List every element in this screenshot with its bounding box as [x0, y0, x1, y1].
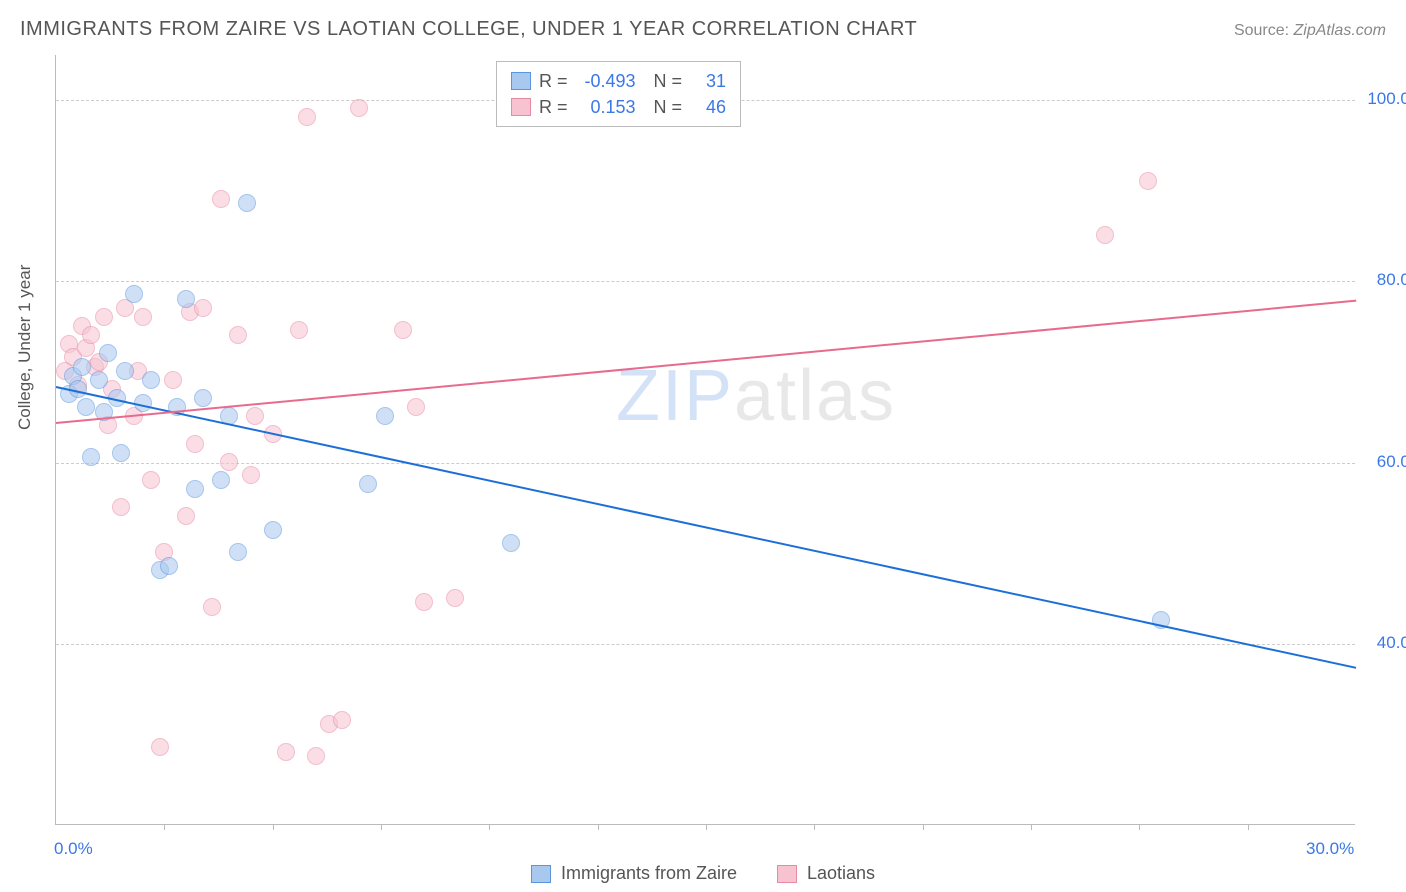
- xtick: [489, 824, 490, 830]
- xtick-label-end: 30.0%: [1306, 839, 1354, 859]
- gridline-h: [56, 644, 1355, 645]
- legend-label-laotians: Laotians: [807, 863, 875, 884]
- data-point: [277, 743, 295, 761]
- stats-legend: R = -0.493 N = 31 R = 0.153 N = 46: [496, 61, 741, 127]
- swatch-laotians: [777, 865, 797, 883]
- gridline-h: [56, 463, 1355, 464]
- data-point: [229, 543, 247, 561]
- legend-item-zaire: Immigrants from Zaire: [531, 863, 737, 884]
- watermark-atlas: atlas: [734, 356, 896, 436]
- data-point: [246, 407, 264, 425]
- stat-n-label: N =: [654, 97, 683, 118]
- data-point: [1139, 172, 1157, 190]
- xtick: [1139, 824, 1140, 830]
- data-point: [177, 507, 195, 525]
- data-point: [1096, 226, 1114, 244]
- swatch-icon: [511, 98, 531, 116]
- data-point: [264, 521, 282, 539]
- data-point: [238, 194, 256, 212]
- source: Source: ZipAtlas.com: [1234, 22, 1386, 40]
- stats-row: R = 0.153 N = 46: [511, 94, 726, 120]
- data-point: [376, 407, 394, 425]
- data-point: [186, 435, 204, 453]
- data-point: [125, 285, 143, 303]
- swatch-zaire: [531, 865, 551, 883]
- y-axis-label: College, Under 1 year: [15, 265, 35, 430]
- data-point: [177, 290, 195, 308]
- data-point: [142, 471, 160, 489]
- data-point: [212, 190, 230, 208]
- data-point: [160, 557, 178, 575]
- data-point: [307, 747, 325, 765]
- data-point: [77, 398, 95, 416]
- data-point: [298, 108, 316, 126]
- chart-title: IMMIGRANTS FROM ZAIRE VS LAOTIAN COLLEGE…: [20, 18, 917, 41]
- data-point: [82, 326, 100, 344]
- data-point: [164, 371, 182, 389]
- ytick-label: 80.0%: [1365, 270, 1406, 290]
- xtick: [814, 824, 815, 830]
- source-name: ZipAtlas.com: [1294, 22, 1386, 39]
- data-point: [333, 711, 351, 729]
- data-point: [186, 480, 204, 498]
- xtick: [1031, 824, 1032, 830]
- stat-r-label: R =: [539, 71, 568, 92]
- stat-r-label: R =: [539, 97, 568, 118]
- data-point: [394, 321, 412, 339]
- stat-n-value: 31: [690, 71, 726, 92]
- ytick-label: 100.0%: [1365, 89, 1406, 109]
- swatch-icon: [511, 72, 531, 90]
- stat-n-value: 46: [690, 97, 726, 118]
- stats-row: R = -0.493 N = 31: [511, 68, 726, 94]
- xtick: [1248, 824, 1249, 830]
- data-point: [229, 326, 247, 344]
- stat-r-value: -0.493: [576, 71, 636, 92]
- bottom-legend: Immigrants from Zaire Laotians: [0, 863, 1406, 884]
- gridline-h: [56, 281, 1355, 282]
- xtick: [381, 824, 382, 830]
- data-point: [350, 99, 368, 117]
- data-point: [415, 593, 433, 611]
- legend-label-zaire: Immigrants from Zaire: [561, 863, 737, 884]
- data-point: [134, 308, 152, 326]
- data-point: [90, 371, 108, 389]
- data-point: [212, 471, 230, 489]
- data-point: [502, 534, 520, 552]
- data-point: [220, 453, 238, 471]
- data-point: [112, 498, 130, 516]
- data-point: [116, 362, 134, 380]
- data-point: [446, 589, 464, 607]
- xtick: [273, 824, 274, 830]
- xtick: [164, 824, 165, 830]
- data-point: [82, 448, 100, 466]
- legend-item-laotians: Laotians: [777, 863, 875, 884]
- data-point: [142, 371, 160, 389]
- plot-area: ZIPatlas 40.0%60.0%80.0%100.0%0.0%30.0%R…: [55, 55, 1355, 825]
- xtick: [598, 824, 599, 830]
- data-point: [73, 358, 91, 376]
- data-point: [203, 598, 221, 616]
- data-point: [359, 475, 377, 493]
- data-point: [151, 738, 169, 756]
- data-point: [99, 344, 117, 362]
- data-point: [194, 389, 212, 407]
- xtick: [923, 824, 924, 830]
- regression-line: [56, 300, 1356, 424]
- regression-line: [56, 386, 1356, 669]
- xtick-label-start: 0.0%: [54, 839, 93, 859]
- ytick-label: 60.0%: [1365, 452, 1406, 472]
- stat-r-value: 0.153: [576, 97, 636, 118]
- data-point: [112, 444, 130, 462]
- data-point: [242, 466, 260, 484]
- stat-n-label: N =: [654, 71, 683, 92]
- ytick-label: 40.0%: [1365, 633, 1406, 653]
- data-point: [290, 321, 308, 339]
- source-label: Source:: [1234, 22, 1294, 39]
- data-point: [407, 398, 425, 416]
- xtick: [706, 824, 707, 830]
- data-point: [194, 299, 212, 317]
- data-point: [95, 308, 113, 326]
